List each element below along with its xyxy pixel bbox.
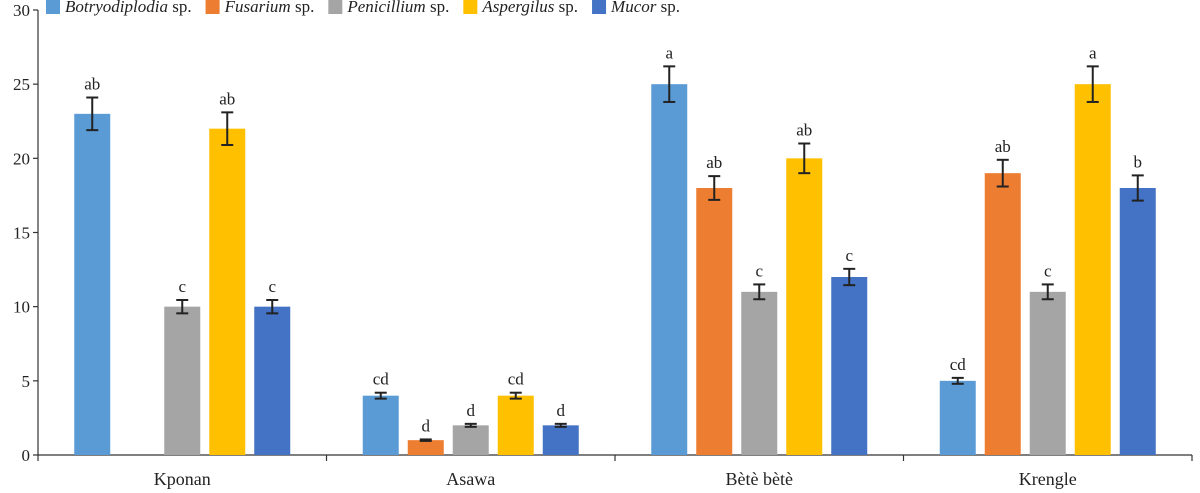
significance-label: d [467, 401, 476, 420]
legend-label: Aspergilus sp. [481, 0, 578, 16]
x-tick-label: Bètè bètè [726, 469, 793, 489]
error-bar [464, 422, 477, 428]
bar [542, 425, 579, 455]
x-axis: Kponan Asawa Bètè bètè Krengle [37, 454, 1193, 489]
bar [651, 84, 688, 456]
error-bar [753, 283, 766, 301]
error-bar [509, 391, 522, 400]
legend-item: Aspergilus sp. [463, 0, 578, 16]
error-bar [419, 438, 432, 442]
significance-label: cd [508, 370, 525, 389]
bar [164, 306, 201, 455]
legend-item: Fusarium sp. [205, 0, 315, 16]
legend: Botryodiplodia sp. Fusarium sp. Penicilliu… [46, 0, 680, 16]
legend-label: Fusarium sp. [224, 0, 315, 16]
error-bar [374, 391, 387, 400]
bar [254, 306, 291, 455]
y-tick-label: 5 [22, 372, 31, 391]
bar [741, 291, 778, 455]
significance-label: ab [219, 89, 235, 108]
error-bar [798, 142, 811, 175]
error-bar [708, 175, 721, 201]
significance-label: a [665, 43, 673, 62]
significance-label: c [755, 261, 763, 280]
significance-label: ab [706, 153, 722, 172]
bar [407, 440, 444, 455]
legend-swatch [46, 0, 60, 14]
bar [696, 188, 733, 455]
error-bar [221, 111, 234, 146]
legend-item: Mucor sp. [592, 0, 680, 16]
y-tick-label: 20 [13, 149, 30, 168]
bar [74, 113, 111, 455]
legend-item: Botryodiplodia sp. [46, 0, 192, 16]
legend-swatch [463, 0, 478, 14]
error-bar [1041, 283, 1054, 301]
error-bar [843, 267, 856, 287]
legend-label: Penicillium sp. [346, 0, 449, 16]
y-tick-label: 30 [13, 1, 30, 20]
legend-swatch [328, 0, 343, 14]
error-bar [1131, 174, 1144, 202]
significance-label: c [845, 246, 853, 265]
significance-label: d [422, 416, 431, 435]
bar [452, 425, 489, 455]
bar [831, 277, 868, 455]
significance-label: a [1089, 43, 1097, 62]
x-tick-label: Krengle [1019, 469, 1077, 489]
bar [1029, 291, 1066, 455]
bar [786, 158, 823, 456]
y-tick-label: 25 [13, 75, 30, 94]
legend-label: Botryodiplodia sp. [65, 0, 192, 16]
y-tick-label: 15 [13, 224, 30, 243]
significance-label: c [268, 277, 276, 296]
y-tick-label: 10 [13, 298, 30, 317]
significance-label: b [1134, 152, 1143, 171]
legend-swatch [592, 0, 607, 14]
legend-label: Mucor sp. [610, 0, 680, 16]
legend-swatch [205, 0, 220, 14]
bar [497, 395, 534, 455]
significance-label: c [1044, 261, 1052, 280]
significance-label: cd [373, 370, 390, 389]
significance-label: cd [950, 355, 967, 374]
x-tick-label: Kponan [154, 469, 211, 489]
bar [209, 128, 246, 455]
legend-item: Penicillium sp. [328, 0, 449, 16]
error-bar [1086, 65, 1099, 103]
significance-label: c [178, 277, 186, 296]
error-bar [554, 422, 567, 428]
bar [939, 380, 976, 455]
error-bar [266, 298, 279, 315]
significance-label: ab [796, 121, 812, 140]
error-bar [86, 96, 99, 132]
error-bar [951, 376, 964, 385]
error-bar [663, 65, 676, 103]
significance-label: ab [995, 137, 1011, 156]
significance-label: d [557, 401, 566, 420]
bar [1119, 188, 1156, 455]
y-axis: 0 5 10 15 20 25 30 [13, 1, 39, 465]
x-tick-label: Asawa [446, 469, 495, 489]
error-bar [996, 158, 1009, 188]
bar [1074, 84, 1111, 456]
error-bar [176, 298, 189, 315]
y-tick-label: 0 [22, 446, 31, 465]
bar [984, 173, 1021, 455]
bar [362, 395, 399, 455]
significance-label: ab [84, 75, 100, 94]
